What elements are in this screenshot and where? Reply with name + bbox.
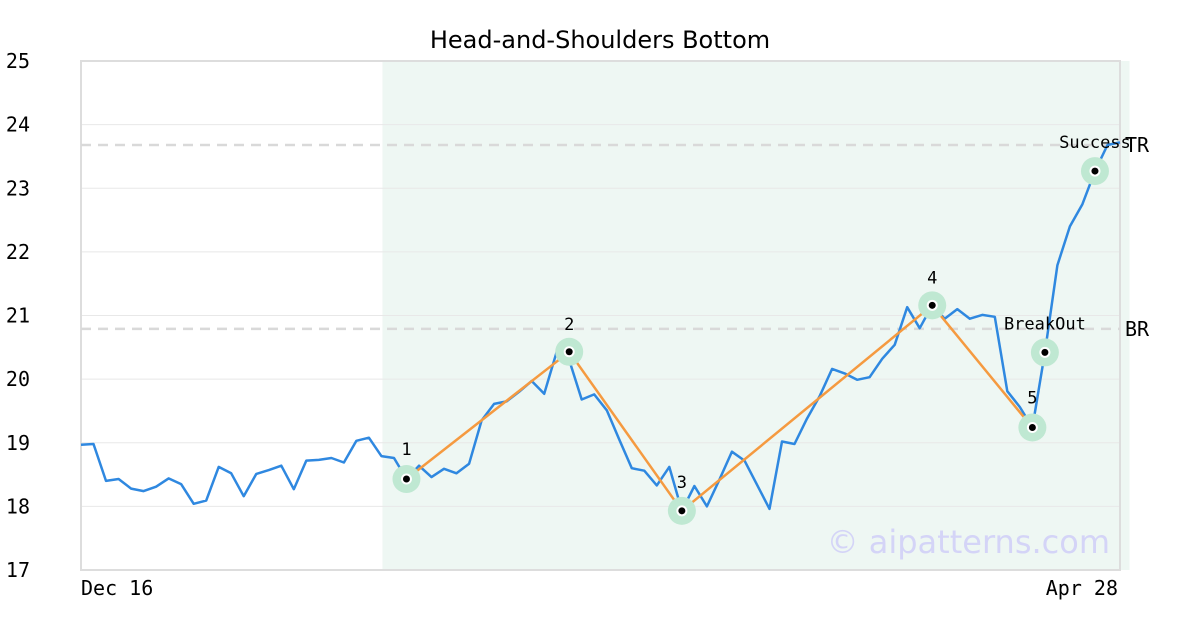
x-tick-label-end: Apr 28 bbox=[1046, 576, 1118, 600]
pattern-point-label-1: 1 bbox=[401, 440, 411, 460]
pattern-point-dot-breakout bbox=[1041, 348, 1049, 356]
y-tick-label: 20 bbox=[6, 367, 30, 391]
pattern-point-label-success: Success bbox=[1059, 133, 1131, 153]
pattern-point-dot-1 bbox=[402, 475, 410, 483]
x-tick-label-start: Dec 16 bbox=[81, 576, 153, 600]
chart-title: Head-and-Shoulders Bottom bbox=[430, 26, 770, 54]
y-tick-label: 23 bbox=[6, 176, 30, 200]
pattern-point-dot-4 bbox=[928, 301, 936, 309]
reference-line-label-br: BR bbox=[1125, 317, 1150, 341]
pattern-point-dot-2 bbox=[565, 348, 573, 356]
pattern-point-dot-3 bbox=[678, 507, 686, 515]
price-series-line bbox=[80, 141, 1121, 513]
y-tick-label: 17 bbox=[6, 558, 30, 582]
plot-frame bbox=[80, 60, 1121, 571]
pattern-point-label-3: 3 bbox=[677, 473, 687, 493]
reference-line-label-tr: TR bbox=[1125, 133, 1150, 157]
pattern-point-label-breakout: BreakOut bbox=[1004, 314, 1086, 334]
pattern-point-label-4: 4 bbox=[927, 268, 937, 288]
watermark: © aipatterns.com bbox=[827, 523, 1110, 561]
y-tick-label: 25 bbox=[6, 49, 30, 73]
y-tick-label: 22 bbox=[6, 240, 30, 264]
pattern-point-dot-5 bbox=[1028, 423, 1036, 431]
y-tick-label: 21 bbox=[6, 304, 30, 328]
pattern-point-dot-success bbox=[1091, 167, 1099, 175]
y-tick-label: 19 bbox=[6, 431, 30, 455]
pattern-point-label-2: 2 bbox=[564, 315, 574, 335]
y-tick-label: 24 bbox=[6, 113, 30, 137]
pattern-point-label-5: 5 bbox=[1027, 388, 1037, 408]
y-tick-label: 18 bbox=[6, 494, 30, 518]
